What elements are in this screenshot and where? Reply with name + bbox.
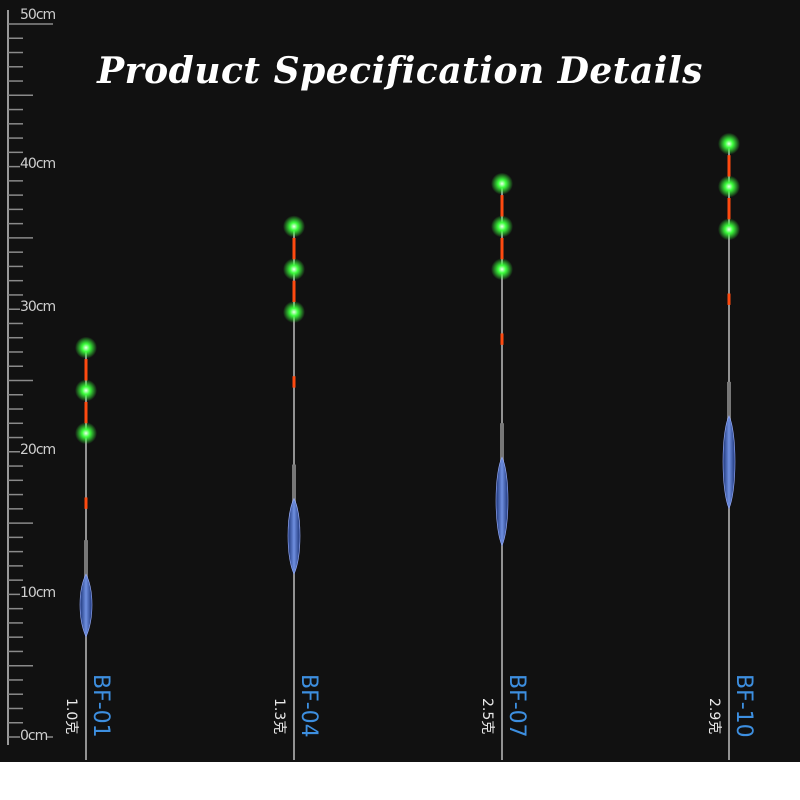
- float-green-light: [283, 258, 305, 281]
- model-label-bf-10: BF-10: [731, 674, 756, 738]
- weight-label-bf-04: 1.3克: [271, 698, 287, 735]
- product-image: Product Specification Details 0cm 10cm 2…: [0, 0, 800, 762]
- float-green-light: [491, 258, 513, 281]
- ruler-label-40: 40cm: [20, 156, 56, 172]
- float-green-light: [75, 336, 97, 359]
- model-label-bf-04: BF-04: [296, 674, 321, 738]
- floats-illustration: [7, 10, 740, 760]
- float-green-light: [491, 172, 513, 195]
- float-body: [495, 456, 509, 547]
- model-label-bf-01: BF-01: [88, 674, 113, 738]
- float-green-light: [491, 215, 513, 238]
- float-body: [79, 573, 93, 638]
- float-green-light: [75, 422, 97, 445]
- ruler-label-0: 0cm: [20, 728, 48, 744]
- weight-label-bf-07: 2.5克: [479, 698, 495, 735]
- float-green-light: [718, 175, 740, 198]
- float-green-light: [283, 301, 305, 324]
- float-green-light: [75, 379, 97, 402]
- model-label-bf-07: BF-07: [504, 674, 529, 738]
- float-green-light: [718, 132, 740, 155]
- ruler-label-30: 30cm: [20, 299, 56, 315]
- page-title: Product Specification Details: [97, 50, 703, 92]
- float-body: [287, 497, 301, 575]
- float-green-light: [283, 215, 305, 238]
- float-body: [722, 415, 736, 510]
- ruler-label-50: 50cm: [20, 7, 56, 23]
- weight-label-bf-10: 2.9克: [706, 698, 722, 735]
- ruler-label-20: 20cm: [20, 442, 56, 458]
- ruler-label-10: 10cm: [20, 585, 56, 601]
- weight-label-bf-01: 1.0克: [63, 698, 79, 735]
- float-green-light: [718, 218, 740, 241]
